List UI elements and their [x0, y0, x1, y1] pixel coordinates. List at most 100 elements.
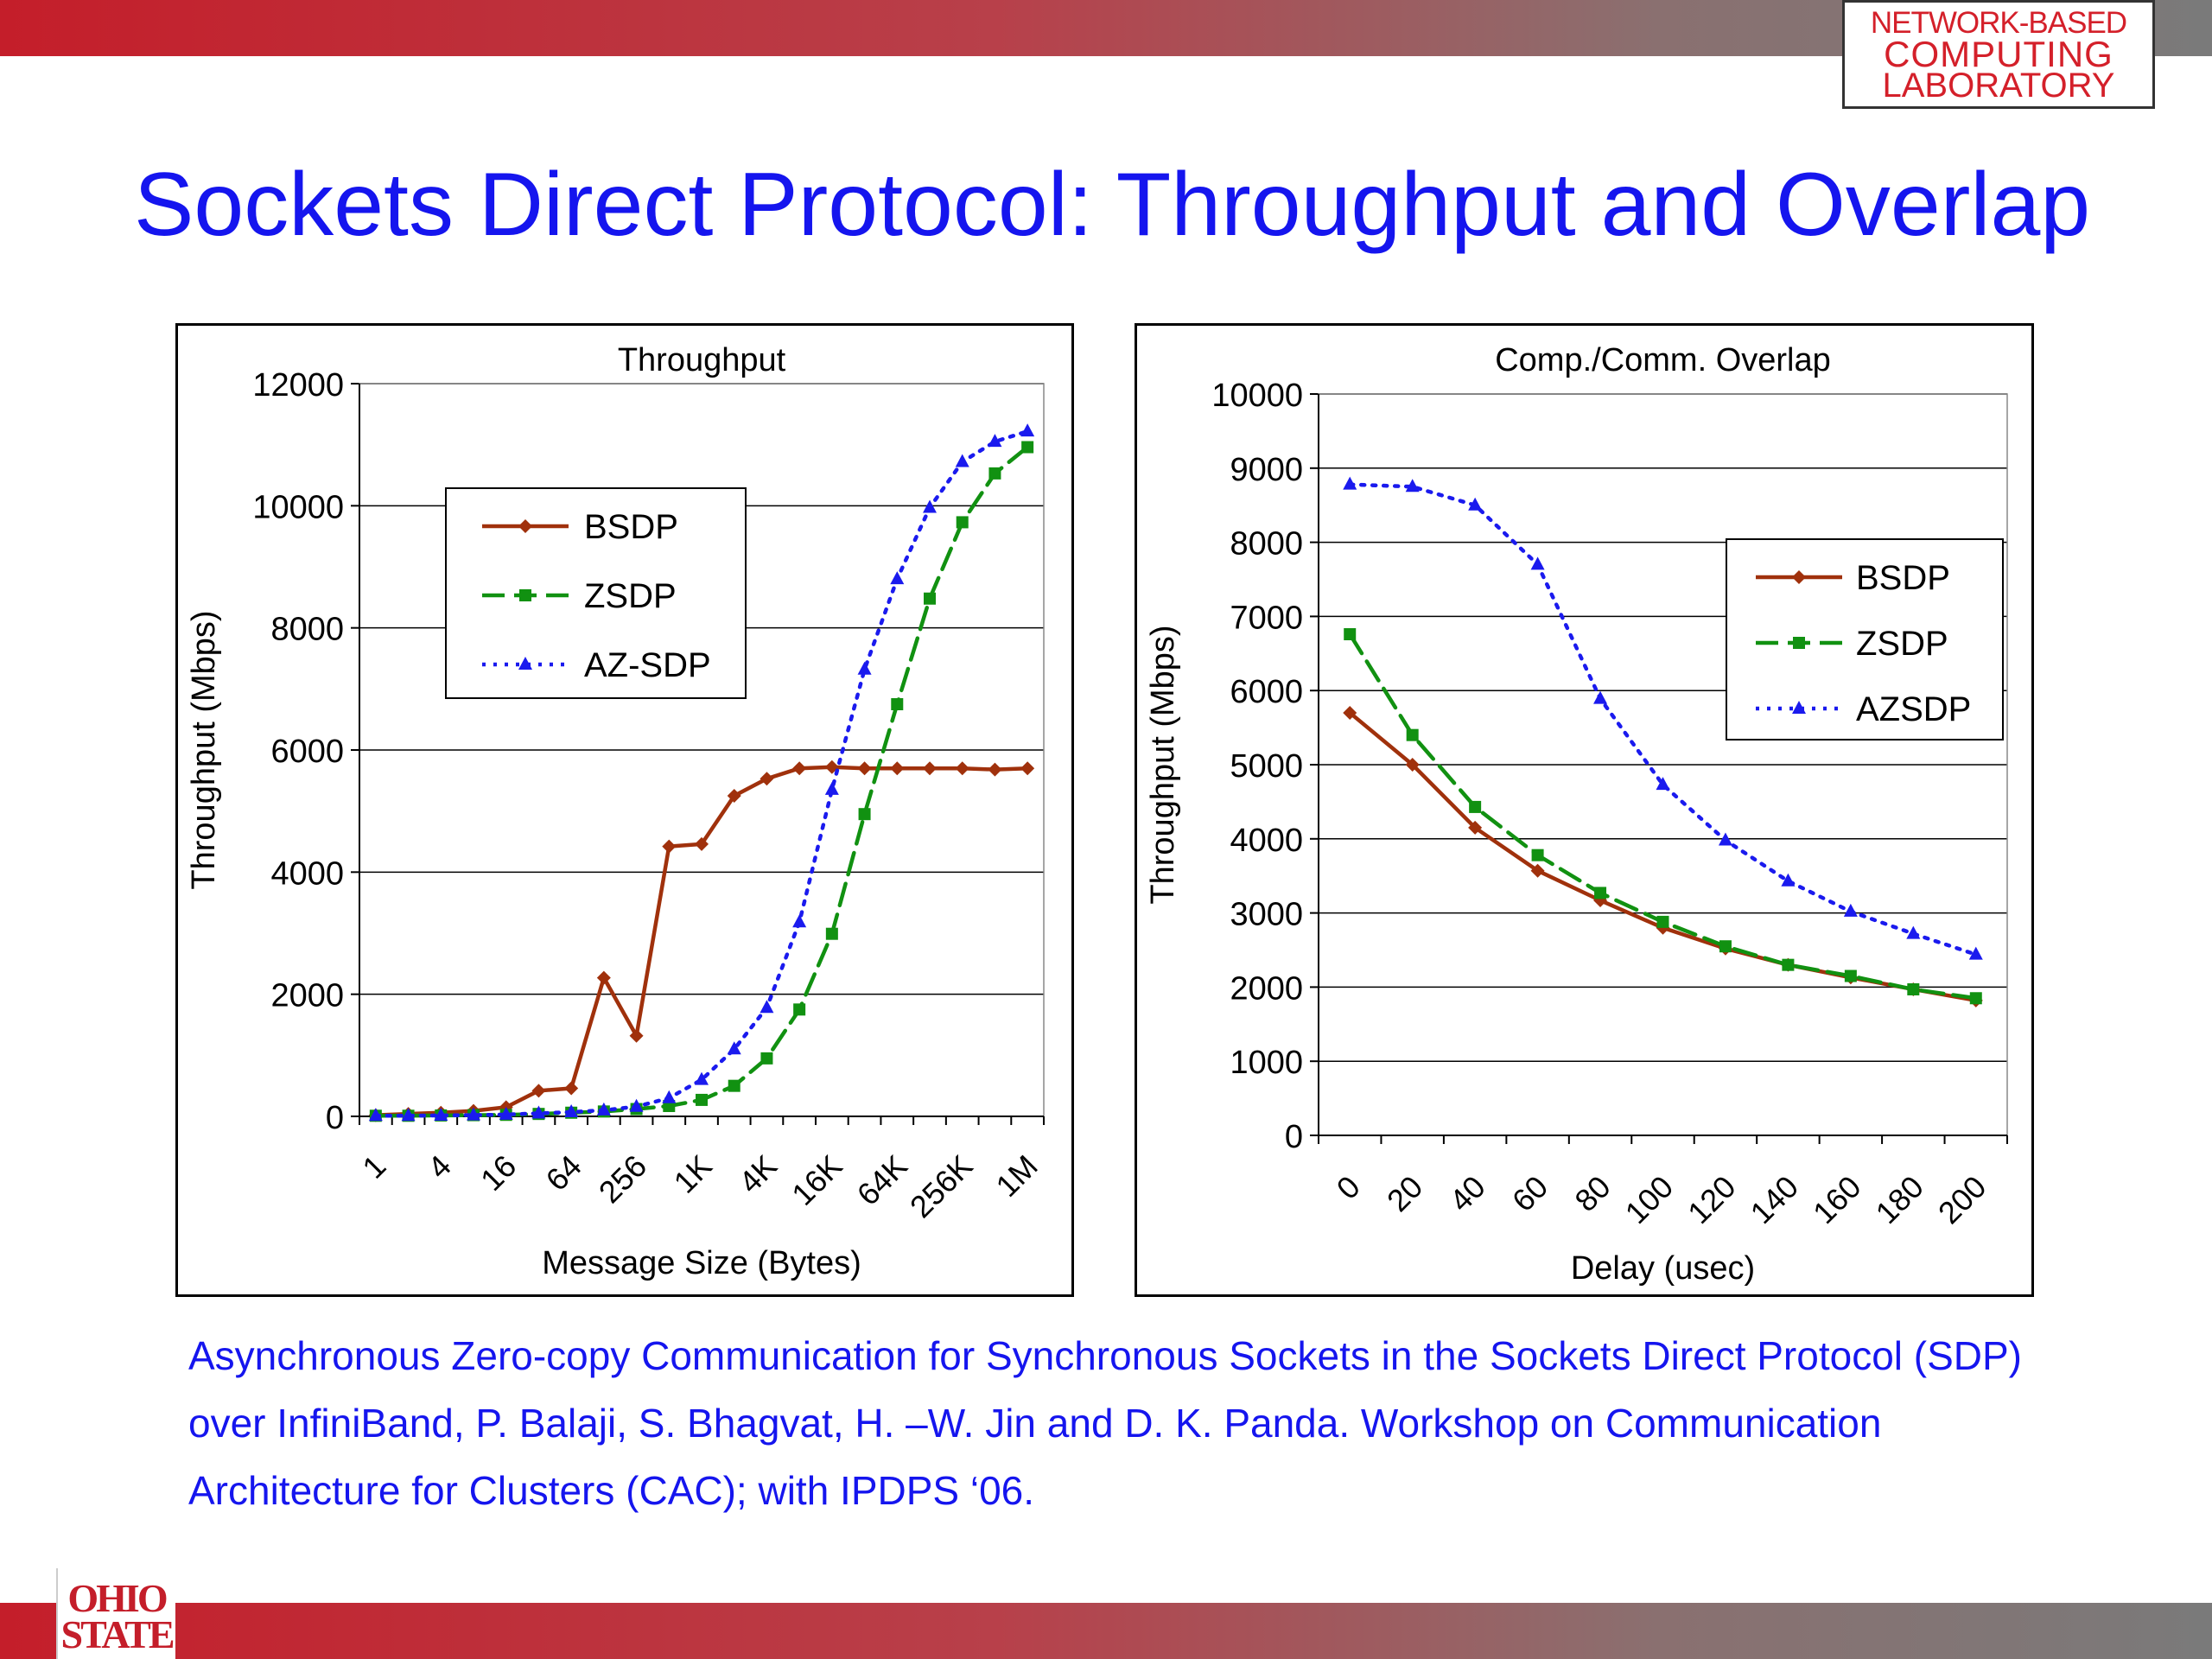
- throughput-x-tick-label: 1: [355, 1148, 392, 1185]
- overlap-data-point: [1344, 627, 1357, 640]
- throughput-x-tick-label: 64: [538, 1148, 588, 1198]
- throughput-x-tick-label: 256K: [903, 1148, 979, 1224]
- throughput-data-point: [629, 1028, 644, 1043]
- throughput-data-point: [629, 1098, 644, 1112]
- overlap-data-point: [1468, 497, 1483, 511]
- throughput-y-tick-label: 0: [326, 1100, 344, 1136]
- throughput-data-point: [825, 927, 838, 940]
- overlap-legend-label: ZSDP: [1856, 625, 1948, 663]
- throughput-data-point: [890, 761, 905, 776]
- overlap-x-tick-label: 80: [1567, 1169, 1617, 1218]
- throughput-data-point: [891, 698, 904, 710]
- overlap-y-tick-label: 7000: [1230, 600, 1303, 636]
- throughput-data-point: [955, 454, 969, 467]
- throughput-legend: BSDP ZSDP AZ-SDP: [445, 487, 747, 699]
- overlap-x-tick-label: 160: [1806, 1169, 1867, 1230]
- overlap-legend-marker: [1792, 701, 1806, 714]
- overlap-data-point: [1530, 863, 1545, 878]
- overlap-legend: BSDP ZSDP AZSDP: [1726, 538, 2004, 741]
- throughput-data-point: [857, 761, 872, 776]
- throughput-legend-marker: [518, 519, 532, 533]
- throughput-series-zsdp: [369, 441, 1034, 1122]
- throughput-y-tick-label: 10000: [252, 489, 344, 525]
- overlap-y-tick-label: 0: [1285, 1119, 1303, 1155]
- throughput-data-point: [564, 1081, 579, 1096]
- overlap-y-tick-label: 5000: [1230, 748, 1303, 785]
- throughput-x-tick-label: 16: [474, 1148, 523, 1198]
- overlap-x-axis-label: Delay (usec): [1571, 1250, 1755, 1287]
- throughput-data-point: [924, 592, 936, 605]
- overlap-data-point: [1469, 800, 1482, 813]
- overlap-data-point: [1907, 982, 1920, 995]
- throughput-y-tick-label: 2000: [270, 978, 344, 1014]
- lab-logo: NETWORK-BASED COMPUTING LABORATORY: [1842, 0, 2155, 109]
- throughput-data-point: [728, 1079, 741, 1092]
- throughput-data-point: [760, 1000, 774, 1014]
- overlap-y-axis-label: Throughput (Mbps): [1145, 625, 1181, 904]
- throughput-data-point: [824, 760, 839, 774]
- throughput-series-az-sdp: [368, 423, 1035, 1122]
- throughput-chart-title: Throughput: [618, 342, 786, 378]
- overlap-data-point: [1594, 887, 1607, 899]
- throughput-y-tick-label: 12000: [252, 367, 344, 404]
- overlap-series-azsdp: [1343, 476, 1983, 960]
- throughput-data-point: [695, 836, 709, 851]
- throughput-data-point: [824, 781, 839, 795]
- throughput-data-point: [857, 661, 872, 675]
- throughput-data-point: [531, 1105, 546, 1119]
- overlap-chart-svg: Comp./Comm. Overlap010002000300040005000…: [1145, 342, 2008, 1287]
- throughput-x-axis-label: Message Size (Bytes): [542, 1245, 861, 1281]
- throughput-data-point: [727, 789, 741, 803]
- throughput-data-point: [1020, 761, 1035, 776]
- throughput-data-point: [988, 467, 1001, 480]
- lab-logo-line-2: COMPUTING: [1884, 34, 2113, 74]
- throughput-data-point: [923, 761, 937, 776]
- throughput-series-line: [373, 429, 1030, 1118]
- overlap-data-point: [1468, 820, 1483, 835]
- overlap-y-tick-label: 4000: [1230, 823, 1303, 859]
- overlap-data-point: [1782, 958, 1795, 971]
- ohio-state-logo-line-1: OHIO: [67, 1576, 168, 1620]
- overlap-data-point: [1906, 925, 1921, 939]
- lab-logo-line-3: LABORATORY: [1882, 67, 2115, 105]
- overlap-data-point: [1343, 476, 1357, 490]
- throughput-x-tick-label: 4: [421, 1148, 458, 1185]
- throughput-data-point: [988, 434, 1002, 448]
- overlap-series-line: [1347, 482, 1979, 957]
- overlap-data-point: [1969, 992, 1982, 1005]
- throughput-data-point: [792, 914, 807, 928]
- overlap-data-point: [1781, 873, 1796, 887]
- throughput-data-point: [727, 1041, 741, 1055]
- throughput-legend-marker: [518, 657, 532, 670]
- overlap-legend-box: [1726, 538, 2004, 741]
- throughput-data-point: [923, 499, 937, 513]
- throughput-data-point: [890, 571, 905, 585]
- throughput-x-tick-label: 16K: [785, 1148, 849, 1212]
- overlap-x-tick-label: 180: [1869, 1169, 1930, 1230]
- throughput-data-point: [499, 1106, 513, 1120]
- overlap-data-point: [1405, 758, 1420, 772]
- overlap-y-tick-label: 1000: [1230, 1045, 1303, 1081]
- overlap-y-tick-label: 10000: [1211, 378, 1303, 414]
- throughput-data-point: [792, 761, 807, 776]
- overlap-x-tick-label: 140: [1744, 1169, 1805, 1230]
- lab-logo-line-1: NETWORK-BASED: [1870, 6, 2127, 40]
- overlap-data-point: [1530, 556, 1545, 570]
- throughput-data-point: [793, 1003, 806, 1016]
- overlap-y-tick-label: 6000: [1230, 674, 1303, 710]
- overlap-data-point: [1343, 705, 1357, 720]
- throughput-data-point: [695, 1071, 709, 1085]
- overlap-x-tick-label: 200: [1931, 1169, 1993, 1230]
- throughput-data-point: [988, 762, 1002, 777]
- overlap-data-point: [1656, 777, 1670, 791]
- throughput-legend-label: AZ-SDP: [584, 646, 711, 684]
- overlap-series-zsdp: [1344, 627, 1982, 1005]
- throughput-x-tick-label: 4K: [732, 1148, 784, 1200]
- overlap-x-tick-label: 100: [1618, 1169, 1680, 1230]
- ohio-state-logo-line-2: STATE: [60, 1612, 175, 1656]
- overlap-data-point: [1719, 940, 1732, 953]
- throughput-data-point: [955, 761, 969, 776]
- overlap-data-point: [1968, 946, 1983, 960]
- throughput-data-point: [1020, 423, 1035, 437]
- throughput-legend-marker: [519, 589, 531, 601]
